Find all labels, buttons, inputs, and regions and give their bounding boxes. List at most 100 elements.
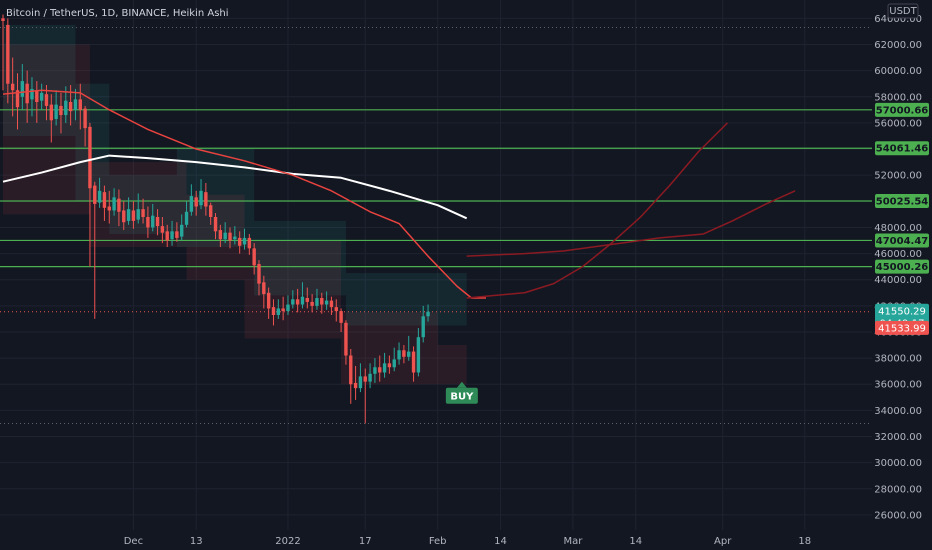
- level-tag-box: [875, 102, 929, 117]
- x-tick-label: 18: [798, 536, 811, 547]
- candle-body: [291, 299, 295, 305]
- candle-body: [252, 248, 256, 266]
- candle-body: [213, 216, 218, 232]
- candle-body: [300, 296, 305, 305]
- x-tick-label: Feb: [429, 536, 447, 547]
- y-tick-label: 58000.00: [874, 92, 922, 103]
- candle-body: [339, 311, 343, 323]
- level-tag: 47004.47: [876, 236, 929, 247]
- candle-body: [165, 231, 169, 241]
- candle-body: [93, 185, 97, 204]
- candle-body: [416, 337, 421, 373]
- candle-body: [387, 363, 392, 368]
- buy-arrow-icon: [456, 381, 467, 388]
- candle-body: [223, 232, 227, 240]
- level-tag: 54061.46: [876, 144, 929, 155]
- horizontal-levels[interactable]: [0, 109, 872, 268]
- candle-body: [349, 355, 353, 385]
- volatility-bands: [3, 24, 467, 385]
- y-tick-label: 34000.00: [874, 406, 922, 417]
- candle-body: [25, 83, 29, 104]
- candle-body: [78, 99, 82, 110]
- candle-body: [97, 190, 102, 203]
- level-tag-box: [875, 193, 929, 208]
- candle-body: [411, 351, 416, 373]
- candle-body: [146, 216, 150, 228]
- candle-body: [102, 192, 107, 208]
- x-tick-label: 2022: [275, 536, 300, 547]
- y-tick-label: 28000.00: [874, 484, 922, 495]
- y-tick-label: 52000.00: [874, 171, 922, 182]
- candle-body: [353, 382, 358, 389]
- candle-body: [426, 311, 430, 317]
- candle-body: [88, 126, 92, 189]
- candle-body: [218, 230, 223, 240]
- candle-body: [175, 231, 179, 238]
- grid-lines: [0, 0, 872, 530]
- candle-body: [257, 264, 261, 284]
- y-tick-label: 62000.00: [874, 40, 922, 51]
- projection-curves: [466, 122, 796, 299]
- y-tick-label: 48000.00: [874, 223, 922, 234]
- candle-body: [117, 198, 121, 212]
- y-tick-label: 26000.00: [874, 510, 922, 521]
- candle-body: [180, 224, 184, 237]
- candle-body: [49, 104, 53, 121]
- level-tag-box: [875, 233, 929, 248]
- x-tick-label: Dec: [124, 536, 143, 547]
- candle-body: [233, 236, 237, 240]
- candle-body: [35, 90, 39, 102]
- x-tick-label: 14: [494, 536, 507, 547]
- candle-body: [126, 209, 131, 221]
- candle-body: [64, 100, 68, 116]
- candle-body: [397, 350, 401, 360]
- x-tick-label: Mar: [564, 536, 584, 547]
- candle-body: [276, 308, 281, 315]
- currency-badge[interactable]: USDT: [887, 3, 919, 19]
- candle-body: [315, 297, 319, 306]
- candle-body: [54, 104, 58, 119]
- candle-body: [421, 316, 425, 338]
- y-tick-label: 46000.00: [874, 249, 922, 260]
- heikin-ashi-candles: [1, 14, 430, 424]
- candle-body: [378, 367, 382, 373]
- prev-close-label: 41533.99: [878, 323, 926, 334]
- candle-body: [242, 237, 247, 245]
- candle-body: [170, 231, 174, 240]
- candle-body: [189, 196, 194, 212]
- y-tick-label: 56000.00: [874, 118, 922, 129]
- level-tag-box: [875, 259, 929, 274]
- y-tick-label: 30000.00: [874, 458, 922, 469]
- candle-body: [199, 190, 203, 206]
- candle-body: [247, 237, 252, 249]
- y-tick-label: 60000.00: [874, 66, 922, 77]
- down-band: [3, 44, 467, 385]
- candle-body: [363, 376, 367, 382]
- candle-body: [373, 367, 377, 374]
- level-tag: 50025.54: [876, 196, 929, 207]
- candle-body: [184, 211, 189, 225]
- buy-signal: BUY: [445, 381, 478, 404]
- candle-body: [15, 90, 20, 108]
- x-tick-label: Apr: [714, 536, 732, 547]
- candle-body: [344, 322, 348, 356]
- candle-body: [228, 232, 232, 241]
- candle-body: [68, 101, 73, 112]
- time-axis[interactable]: Dec 13 2022 17 Feb 14 Mar 14 Apr 18: [124, 536, 811, 547]
- candle-body: [151, 215, 155, 228]
- candle-body: [141, 209, 145, 217]
- y-tick-label: 32000.00: [874, 432, 922, 443]
- candle-body: [194, 197, 198, 207]
- candle-body: [44, 94, 49, 106]
- y-tick-label: 44000.00: [874, 275, 922, 286]
- candle-body: [407, 351, 411, 357]
- candle-body: [155, 216, 160, 227]
- moving-averages: [2, 89, 486, 299]
- candle-body: [30, 88, 34, 100]
- x-tick-label: 13: [190, 536, 203, 547]
- candle-body: [131, 210, 136, 221]
- candle-body: [237, 237, 242, 246]
- candle-body: [20, 81, 25, 97]
- chart-title: Bitcoin / TetherUS, 1D, BINANCE, Heikin …: [6, 8, 229, 19]
